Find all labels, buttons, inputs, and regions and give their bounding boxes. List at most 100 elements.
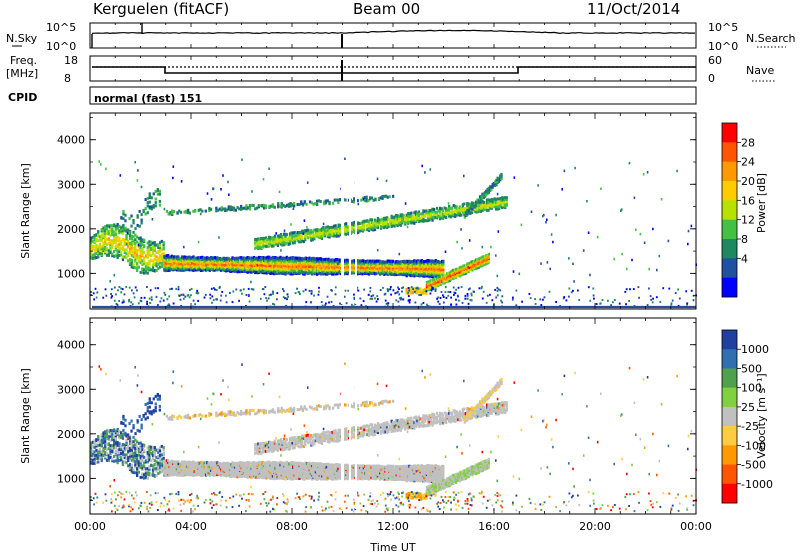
echo-cell	[174, 263, 177, 267]
echo-cell	[398, 293, 401, 296]
echo-cell	[215, 256, 218, 260]
echo-cell	[256, 260, 259, 264]
echo-cell	[162, 241, 165, 245]
echo-cell	[351, 303, 353, 306]
echo-cell	[232, 206, 236, 210]
echo-cell	[339, 231, 342, 235]
echo-cell	[437, 209, 440, 213]
echo-cell	[261, 266, 264, 270]
echo-cell	[352, 223, 355, 227]
echo-cell	[150, 258, 153, 262]
echo-cell	[257, 204, 260, 208]
echo-cell	[435, 210, 439, 214]
echo-cell	[375, 223, 378, 227]
echo-cell	[264, 239, 267, 243]
echo-cell	[104, 238, 107, 242]
echo-cell	[264, 267, 267, 271]
echo-cell	[458, 210, 461, 214]
echo-cell	[151, 265, 155, 269]
echo-cell	[228, 193, 230, 196]
echo-cell	[398, 215, 401, 219]
echo-cell	[100, 245, 103, 249]
echo-cell	[203, 260, 205, 264]
echo-cell	[273, 272, 276, 276]
echo-cell	[160, 248, 163, 252]
echo-cell	[478, 203, 481, 207]
echo-cell	[482, 204, 486, 208]
echo-cell	[192, 268, 195, 272]
echo-cell	[425, 284, 429, 287]
echo-cell	[202, 263, 205, 267]
echo-cell	[231, 256, 234, 260]
echo-cell	[442, 267, 445, 271]
echo-cell	[376, 295, 379, 298]
echo-cell	[337, 230, 340, 234]
echo-cell	[125, 243, 128, 246]
echo-cell	[356, 199, 359, 203]
echo-cell	[255, 261, 258, 265]
echo-cell	[385, 179, 388, 183]
echo-cell	[441, 267, 444, 271]
echo-cell	[352, 228, 355, 232]
echo-cell	[201, 268, 204, 272]
echo-cell	[245, 261, 248, 265]
echo-cell	[498, 205, 501, 209]
echo-cell	[235, 258, 238, 262]
echo-cell	[107, 242, 110, 246]
echo-cell	[279, 242, 283, 246]
echo-cell	[423, 263, 426, 267]
echo-cell	[244, 266, 247, 270]
echo-cell	[332, 224, 336, 228]
echo-cell	[252, 203, 255, 207]
echo-cell	[319, 228, 322, 232]
echo-cell	[224, 207, 227, 211]
echo-cell	[290, 272, 293, 276]
echo-cell	[227, 268, 230, 272]
echo-cell	[425, 219, 428, 223]
echo-cell	[215, 206, 218, 210]
echo-cell	[132, 266, 135, 269]
echo-cell	[255, 271, 257, 274]
echo-cell	[382, 263, 386, 267]
echo-cell	[280, 203, 283, 207]
echo-cell	[229, 207, 232, 211]
echo-cell	[271, 257, 275, 261]
echo-cell	[134, 286, 137, 289]
echo-cell	[336, 272, 339, 276]
echo-cell	[309, 266, 312, 270]
echo-cell	[385, 263, 388, 267]
echo-cell	[430, 266, 434, 270]
echo-cell	[197, 256, 200, 260]
echo-cell	[418, 265, 421, 269]
echo-cell	[320, 237, 324, 240]
echo-cell	[302, 270, 305, 274]
echo-cell	[232, 259, 235, 263]
echo-cell	[213, 262, 216, 266]
echo-cell	[437, 214, 440, 218]
echo-cell	[185, 256, 189, 260]
echo-cell	[386, 263, 389, 266]
echo-cell	[423, 271, 426, 275]
echo-cell	[223, 266, 227, 270]
echo-cell	[334, 258, 338, 262]
echo-cell	[427, 260, 430, 264]
echo-cell	[357, 230, 360, 234]
echo-cell	[600, 187, 602, 190]
echo-cell	[408, 289, 411, 292]
echo-cell	[322, 267, 325, 271]
echo-cell	[266, 271, 269, 274]
echo-cell	[196, 256, 199, 260]
echo-cell	[325, 232, 328, 235]
echo-cell	[393, 220, 396, 224]
echo-cell	[263, 244, 266, 248]
echo-cell	[155, 243, 158, 247]
echo-cell	[460, 286, 463, 288]
echo-cell	[289, 202, 292, 205]
echo-cell	[104, 225, 107, 229]
echo-cell	[128, 286, 131, 289]
echo-cell	[202, 266, 205, 270]
echo-cell	[331, 265, 334, 269]
echo-cell	[312, 268, 315, 272]
echo-cell	[365, 195, 368, 199]
echo-cell	[242, 256, 246, 260]
